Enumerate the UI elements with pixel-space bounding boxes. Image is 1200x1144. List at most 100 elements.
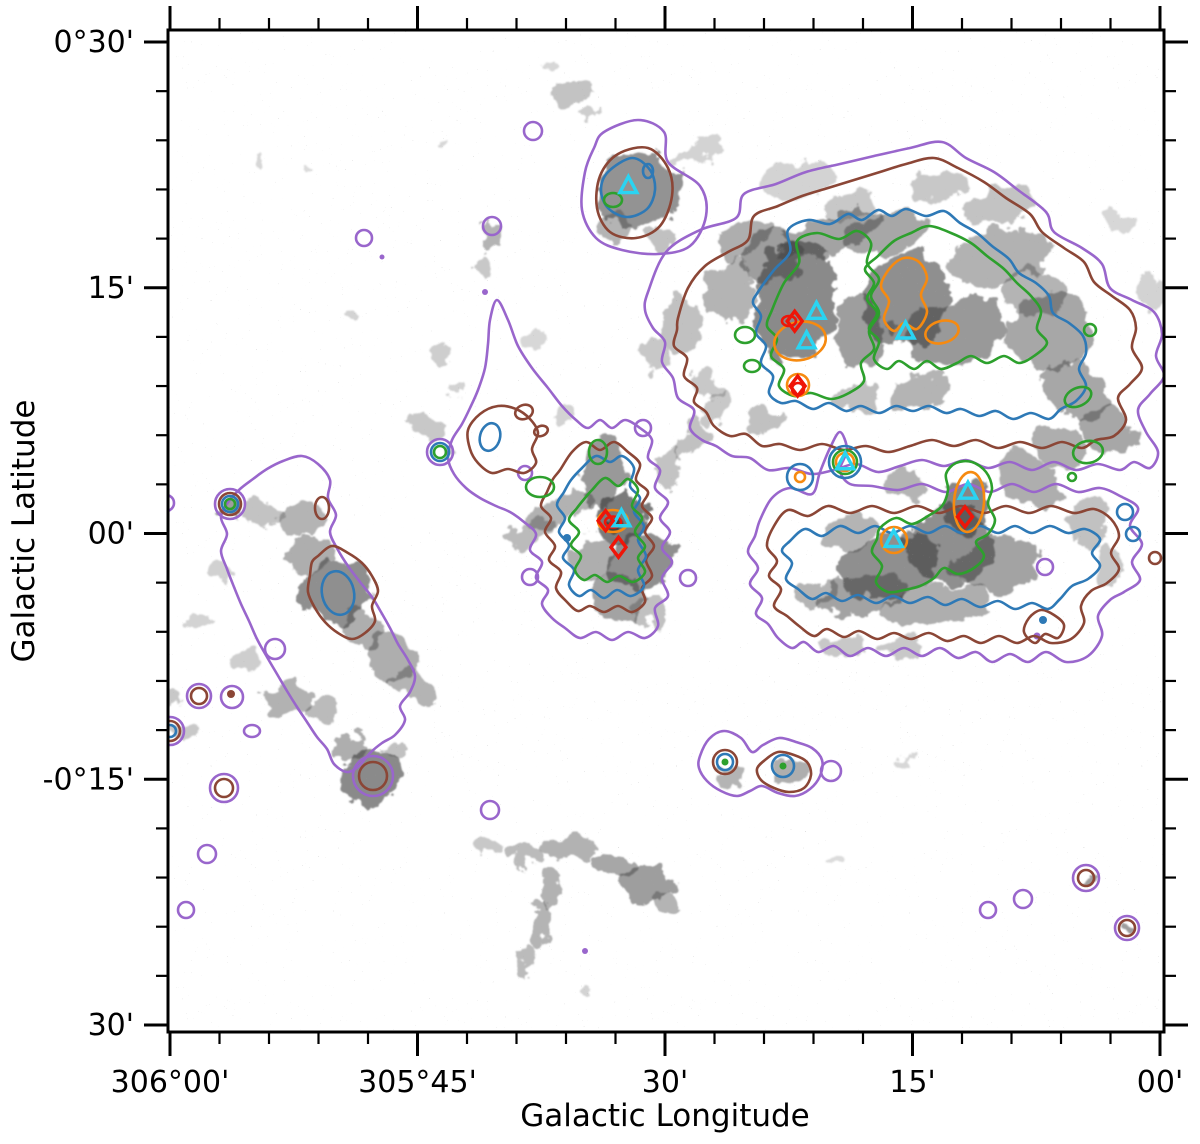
contour-ring-blue	[1124, 525, 1142, 543]
contour-ring-purple	[208, 772, 240, 804]
x-tick-label: 306°00'	[111, 1065, 230, 1100]
y-tick-label: 0°30'	[53, 25, 134, 60]
contour-path-brown	[765, 504, 1121, 645]
axes-layer: 306°00' 305°45' 30' 15' 00' 0°30' 15' 00' -0°15'…	[43, 6, 1188, 1100]
red-diamond-marker	[595, 507, 616, 534]
contour-ring-blue	[785, 462, 815, 492]
contour-path-brown	[755, 750, 813, 794]
contour-ring-green	[432, 444, 448, 460]
x-tick-label: 30'	[642, 1065, 688, 1100]
x-tick-label: 305°45'	[358, 1065, 477, 1100]
contour-ring-brown	[357, 760, 389, 792]
y-tick-label: 15'	[88, 271, 134, 306]
contour-ring-blue	[478, 421, 502, 453]
contour-dot-purple	[482, 289, 488, 295]
contour-ring-purple	[522, 120, 544, 142]
contour-path-brown	[672, 156, 1144, 454]
contour-path-brown	[539, 440, 656, 614]
contour-ring-orange	[879, 525, 909, 555]
contour-path-purple	[446, 298, 674, 642]
contour-dot-blue	[563, 534, 571, 542]
contour-ring-green	[524, 475, 556, 499]
contour-path-green	[765, 229, 881, 401]
contour-ring-blue	[1115, 502, 1135, 522]
contour-ring-purple	[354, 228, 374, 248]
contour-ring-purple	[242, 723, 262, 739]
contour-ring-purple	[1012, 888, 1034, 910]
contour-path-purple	[746, 430, 1144, 664]
cyan-triangle-marker	[610, 506, 633, 528]
contour-ring-purple	[633, 418, 653, 438]
contour-ring-green	[733, 325, 757, 345]
contour-ring-purple	[196, 843, 218, 865]
contour-ring-blue	[429, 441, 451, 463]
contour-ring-purple	[819, 759, 843, 783]
cyan-triangle-marker	[882, 526, 906, 549]
contour-dot-purple	[379, 254, 385, 260]
contour-ring-purple	[176, 900, 196, 920]
contour-path-brown	[1022, 608, 1066, 645]
contour-path-purple	[219, 454, 417, 774]
contour-ring-purple	[1071, 863, 1101, 893]
red-diamond-marker	[608, 534, 629, 561]
contour-ring-purple	[425, 437, 455, 467]
contour-layer	[168, 118, 1164, 954]
contour-path-green	[567, 476, 647, 584]
contour-path-blue	[780, 524, 1102, 611]
cyan-triangle-marker	[805, 298, 828, 321]
cyan-triangle-marker	[795, 328, 818, 350]
contour-ring-purple	[481, 215, 503, 237]
y-tick-label: -0°15'	[43, 762, 134, 797]
contour-ring-purple	[168, 493, 176, 513]
contour-ring-purple	[479, 799, 501, 821]
contour-ring-purple	[263, 637, 287, 661]
contour-ring-green	[1082, 322, 1098, 338]
y-tick-label: 30'	[88, 1008, 134, 1043]
contour-ring-purple	[185, 682, 213, 710]
contour-ring-purple	[520, 567, 540, 587]
cyan-triangle-marker	[956, 478, 980, 500]
marker-layer	[595, 172, 980, 561]
contour-path-brown	[594, 145, 674, 240]
contour-ring-purple	[678, 568, 698, 588]
contour-path-green	[863, 224, 1049, 371]
contour-ring-blue	[770, 753, 796, 779]
noise-speckle-layer	[168, 30, 1164, 1032]
contour-ring-purple	[351, 754, 395, 798]
contour-ring-brown	[1076, 868, 1096, 888]
contour-ring-brown	[168, 719, 182, 743]
contour-ring-green	[1063, 385, 1093, 409]
contour-ring-blue	[715, 752, 735, 772]
contour-path-purple	[643, 140, 1164, 476]
contour-ring-green	[1066, 471, 1078, 483]
contour-path-brown	[306, 544, 380, 641]
x-axis-title: Galactic Longitude	[520, 1098, 810, 1134]
contour-ring-brown	[711, 748, 739, 776]
contour-ring-purple	[219, 684, 245, 710]
contour-ring-purple	[1113, 914, 1141, 942]
contour-ring-purple	[213, 487, 247, 521]
contour-ring-brown	[1147, 550, 1163, 566]
contour-path-purple	[580, 118, 708, 256]
y-axis-title: Galactic Latitude	[6, 399, 42, 663]
contour-ring-brown	[532, 424, 550, 438]
contour-ring-purple	[168, 715, 186, 747]
contour-ring-blue	[220, 494, 240, 514]
contour-ring-green	[1071, 439, 1105, 465]
contour-ring-green	[223, 497, 237, 511]
contour-ring-orange	[952, 470, 986, 534]
contour-ring-purple	[1035, 557, 1055, 577]
red-diamond-marker	[785, 308, 805, 335]
contour-ring-orange	[924, 319, 960, 345]
contour-ring-orange	[793, 470, 807, 484]
contour-path-orange	[879, 256, 929, 333]
x-tick-label: 00'	[1137, 1065, 1183, 1100]
y-tick-label: 00'	[88, 517, 134, 552]
red-diamond-marker	[955, 503, 975, 530]
contour-ring-blue	[827, 444, 863, 480]
contour-ring-red	[603, 515, 623, 529]
contour-path-brown	[466, 404, 540, 475]
red-diamond-marker	[788, 373, 808, 399]
contour-dot-purple	[582, 948, 588, 954]
